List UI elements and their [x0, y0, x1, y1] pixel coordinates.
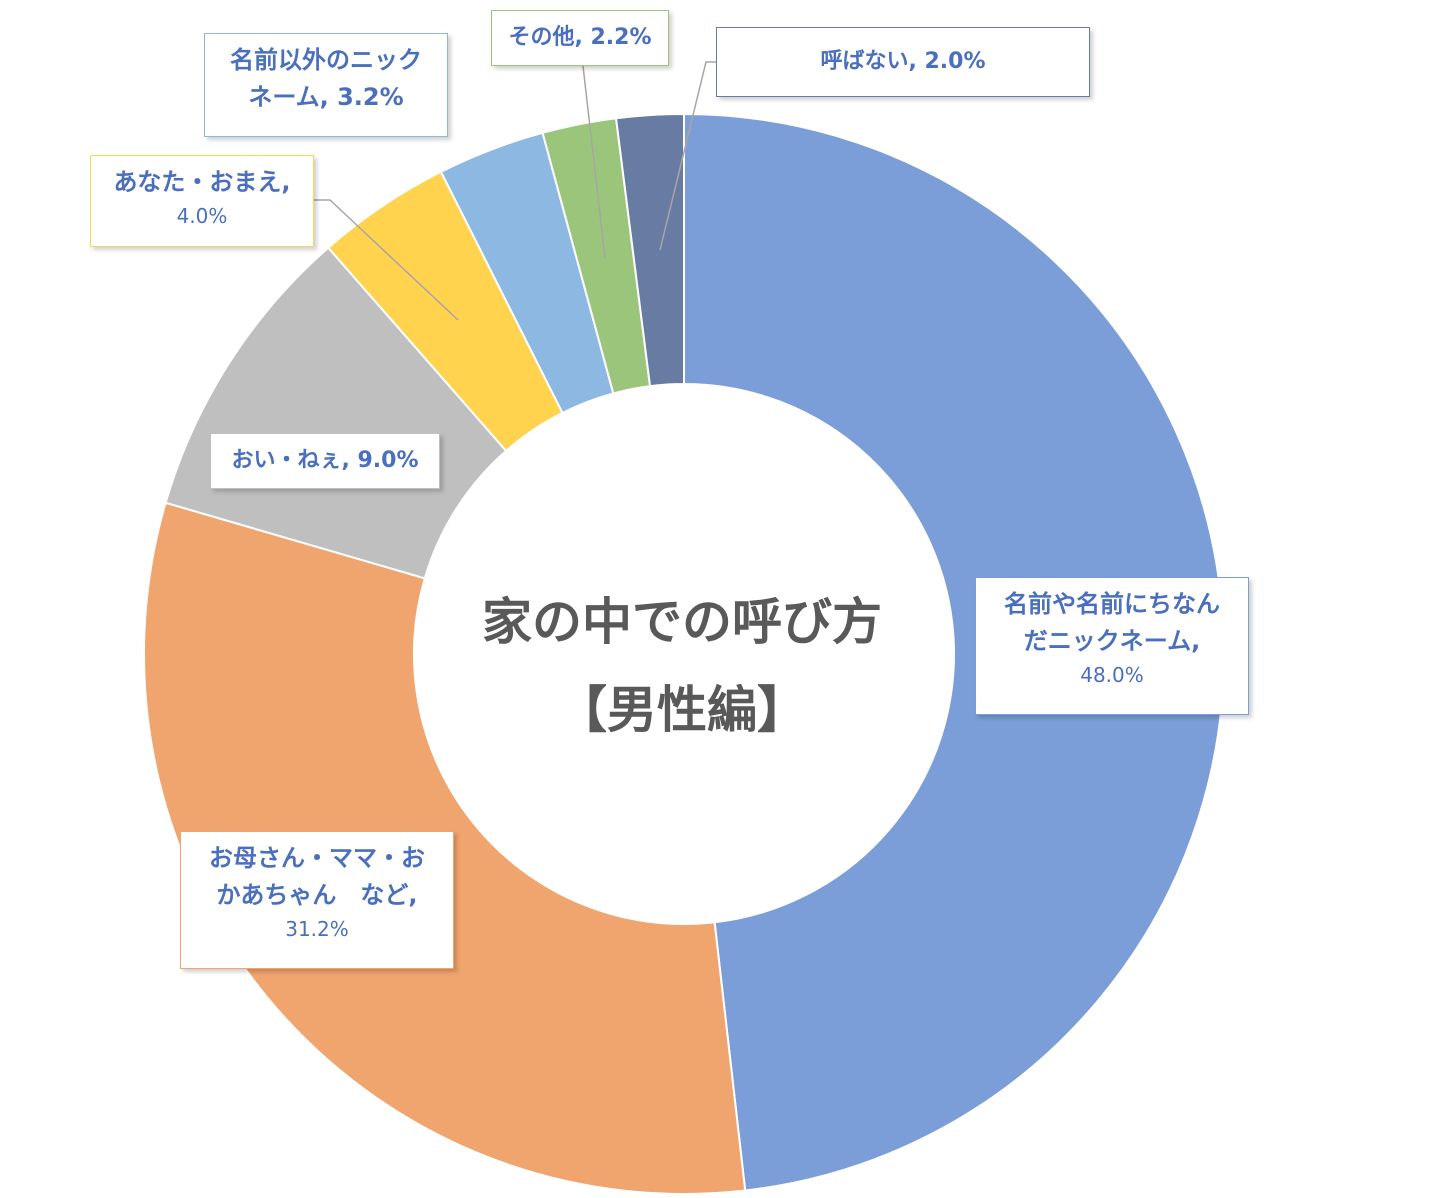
label-percent: 4.0% [176, 204, 228, 229]
data-label-none: 呼ばない, 2.0% [716, 27, 1090, 97]
data-label-name-nickname: 名前や名前にちなん だニックネーム, 48.0% [975, 577, 1249, 715]
label-line: ネーム, 3.2% [248, 83, 404, 112]
label-percent: 48.0% [1080, 663, 1144, 688]
data-label-other-nickname: 名前以外のニック ネーム, 3.2% [204, 33, 448, 137]
label-line: かあちゃん など, [216, 881, 418, 910]
leader-none [659, 61, 716, 251]
label-percent: 31.2% [285, 917, 349, 942]
leader-anata [314, 199, 459, 321]
leader-lines [314, 61, 716, 321]
data-label-mother: お母さん・ママ・お かあちゃん など, 31.2% [180, 831, 454, 969]
label-line: 名前以外のニック [230, 46, 422, 74]
slice-6 [614, 112, 685, 388]
label-text: 呼ばない, 2.0% [820, 49, 986, 74]
label-line: お母さん・ママ・お [209, 844, 425, 872]
center-title-line1: 家の中での呼び方 [482, 593, 882, 651]
label-line: だニックネーム, [1023, 627, 1201, 656]
data-label-anata: あなた・おまえ, 4.0% [90, 155, 314, 247]
label-line: あなた・おまえ, [113, 168, 291, 196]
label-text: おい・ねぇ, 9.0% [231, 448, 419, 473]
center-title-line2: 【男性編】 [557, 681, 807, 739]
slice-0 [683, 112, 1225, 1192]
label-text: その他, 2.2% [508, 25, 652, 50]
leader-other [582, 65, 606, 259]
data-label-other: その他, 2.2% [491, 10, 669, 66]
chart-center-title: 家の中での呼び方 【男性編】 [432, 578, 932, 754]
label-line: 名前や名前にちなん [1004, 590, 1220, 618]
data-label-oi: おい・ねぇ, 9.0% [210, 433, 440, 489]
